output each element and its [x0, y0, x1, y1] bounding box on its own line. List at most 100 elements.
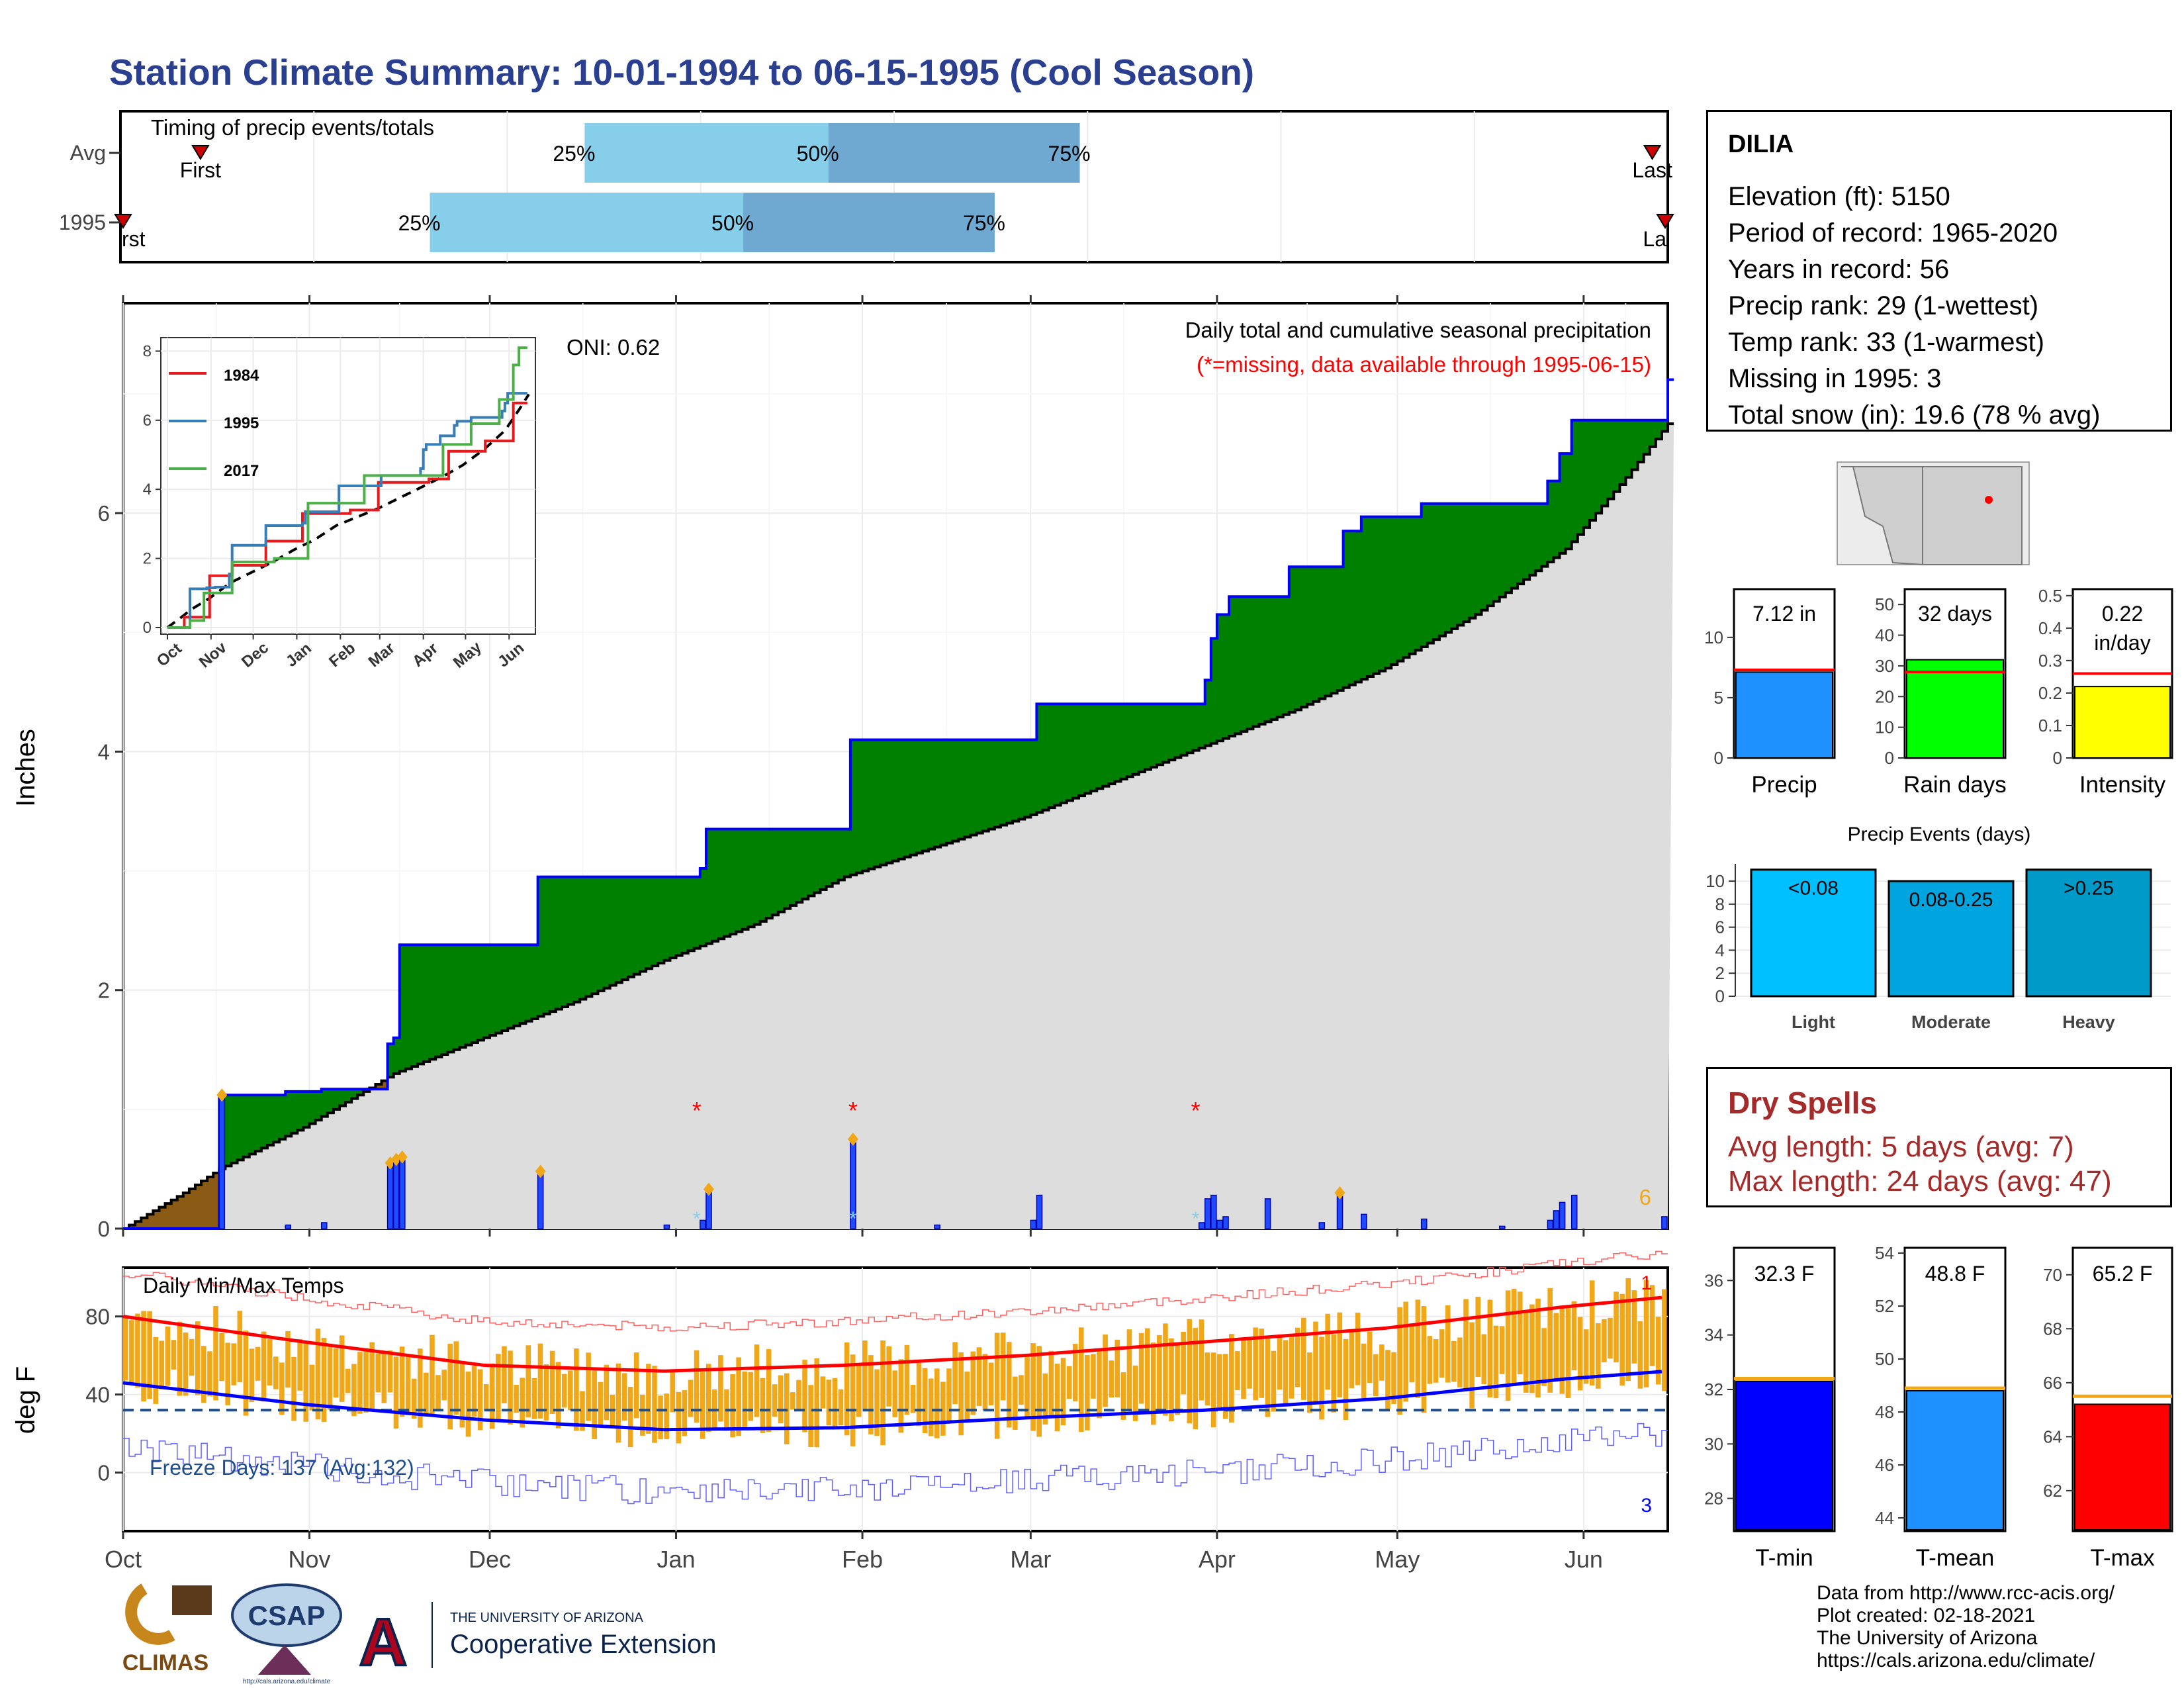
daily-temp-range-bar	[1457, 1337, 1463, 1387]
below-average-area	[195, 1184, 202, 1229]
above-average-area	[1157, 704, 1163, 765]
missing-day-marker: *	[692, 1097, 702, 1124]
above-average-area	[1511, 503, 1518, 588]
above-average-area	[705, 829, 713, 944]
events-y-tick-label: 6	[1715, 917, 1725, 937]
above-average-area	[237, 1095, 244, 1160]
above-average-area	[1042, 704, 1050, 810]
above-average-area	[1072, 704, 1079, 798]
above-average-area	[1259, 596, 1266, 725]
temp-summary-y-tick-label: 52	[1875, 1296, 1894, 1316]
above-average-area	[297, 1091, 304, 1131]
temp-summary-y-tick-label: 30	[1704, 1434, 1723, 1454]
above-average-area	[537, 876, 545, 1017]
above-average-area	[1000, 739, 1007, 825]
tmax-average-line	[122, 1295, 1662, 1373]
above-average-area	[844, 829, 851, 877]
daily-precip-bar	[285, 1224, 292, 1229]
ua-big-text: Cooperative Extension	[450, 1630, 716, 1659]
above-average-area	[453, 945, 461, 1050]
summary-y-tick-label: 0	[2053, 748, 2062, 768]
above-average-area	[988, 739, 995, 829]
above-average-area	[225, 1095, 232, 1166]
inset-legend-1984: 1984	[224, 367, 259, 385]
daily-temp-range-bar	[1583, 1329, 1589, 1384]
below-average-area	[381, 1080, 388, 1090]
daily-temp-range-bar	[1259, 1329, 1265, 1398]
above-average-area	[1175, 704, 1181, 758]
daily-temp-range-bar	[351, 1364, 357, 1417]
temp-summary-y-tick-label: 34	[1704, 1325, 1723, 1345]
daily-temp-range-bar	[1253, 1327, 1258, 1401]
above-average-area	[1325, 567, 1332, 696]
above-average-area	[1475, 503, 1482, 615]
dry-spells-max: Max length: 24 days (avg: 47)	[1728, 1165, 2112, 1197]
above-average-area	[477, 945, 484, 1041]
above-average-area	[502, 945, 508, 1031]
above-average-area	[1103, 704, 1110, 786]
above-average-area	[1060, 704, 1068, 803]
above-average-area	[910, 739, 917, 855]
daily-temp-range-bar	[1577, 1317, 1583, 1391]
above-average-area	[676, 876, 683, 956]
daily-temp-range-bar	[1469, 1322, 1475, 1409]
above-average-area	[1373, 516, 1380, 674]
above-average-area	[700, 868, 707, 947]
daily-temp-range-bar	[754, 1344, 760, 1417]
daily-temp-range-bar	[1103, 1335, 1108, 1407]
daily-temp-range-bar	[1649, 1285, 1655, 1366]
above-average-area	[1307, 567, 1314, 705]
month-label: Apr	[1199, 1546, 1236, 1573]
above-average-area	[802, 829, 809, 900]
timing-avg-bar-25-50	[584, 123, 829, 183]
above-average-area	[610, 876, 617, 986]
above-average-area	[1614, 420, 1620, 492]
summary-y-tick-label: 0.1	[2038, 716, 2062, 735]
daily-temp-range-bar	[916, 1362, 922, 1427]
summary-label-0: Precip	[1751, 772, 1817, 798]
below-average-area	[171, 1199, 178, 1229]
above-average-area	[555, 876, 563, 1009]
events-label-0: Light	[1792, 1012, 1835, 1032]
month-label: Nov	[289, 1546, 331, 1573]
daily-temp-range-bar	[435, 1375, 441, 1410]
above-average-area	[279, 1095, 286, 1139]
above-average-area	[315, 1091, 322, 1121]
summary-value-1: 32 days	[1918, 602, 1992, 626]
timing-avg-p25: 25%	[553, 142, 595, 165]
below-average-area	[201, 1180, 208, 1229]
summary-y-tick-label: 0	[1885, 748, 1894, 768]
daily-temp-range-bar	[1367, 1331, 1373, 1383]
daily-temp-range-bar	[291, 1356, 296, 1421]
daily-temp-range-bar	[664, 1393, 669, 1440]
daily-temp-range-bar	[952, 1342, 958, 1405]
daily-precip-bar	[1318, 1222, 1326, 1229]
daily-temp-range-bar	[1247, 1339, 1252, 1389]
daily-temp-range-bar	[1535, 1298, 1541, 1398]
snow-marker	[535, 1164, 546, 1178]
timing-avg-first-label: First	[180, 158, 221, 182]
daily-temp-range-bar	[1024, 1356, 1030, 1417]
snow-marker	[216, 1088, 228, 1102]
summary-y-tick-label: 30	[1875, 656, 1894, 676]
above-average-area	[1271, 596, 1278, 720]
station-elevation: Elevation (ft): 5150	[1728, 182, 1950, 211]
above-average-area	[922, 739, 929, 851]
daily-temp-range-bar	[1181, 1331, 1186, 1395]
daily-precip-bar	[663, 1224, 670, 1229]
temp-bar-0	[1735, 1380, 1833, 1530]
temp-summary-y-tick-label: 64	[2043, 1427, 2062, 1446]
daily-temp-range-bar	[1126, 1329, 1132, 1411]
above-average-area	[826, 829, 833, 887]
events-bar-1	[1888, 880, 2015, 998]
daily-temp-range-bar	[1085, 1354, 1090, 1430]
daily-temp-range-bar	[315, 1329, 321, 1420]
events-y-tick-label: 4	[1715, 940, 1725, 960]
above-average-area	[508, 945, 514, 1029]
temp-y-tick-label: 0	[98, 1461, 110, 1485]
above-average-area	[309, 1091, 316, 1124]
daily-temp-range-bar	[1439, 1329, 1445, 1378]
temp-panel: Oct Nov Dec Jan Feb Mar Apr May Jun 0 40 80 Daily M…	[11, 1250, 1669, 1573]
inset-series-2017	[167, 346, 527, 629]
trace-day-marker: *	[849, 1208, 857, 1230]
